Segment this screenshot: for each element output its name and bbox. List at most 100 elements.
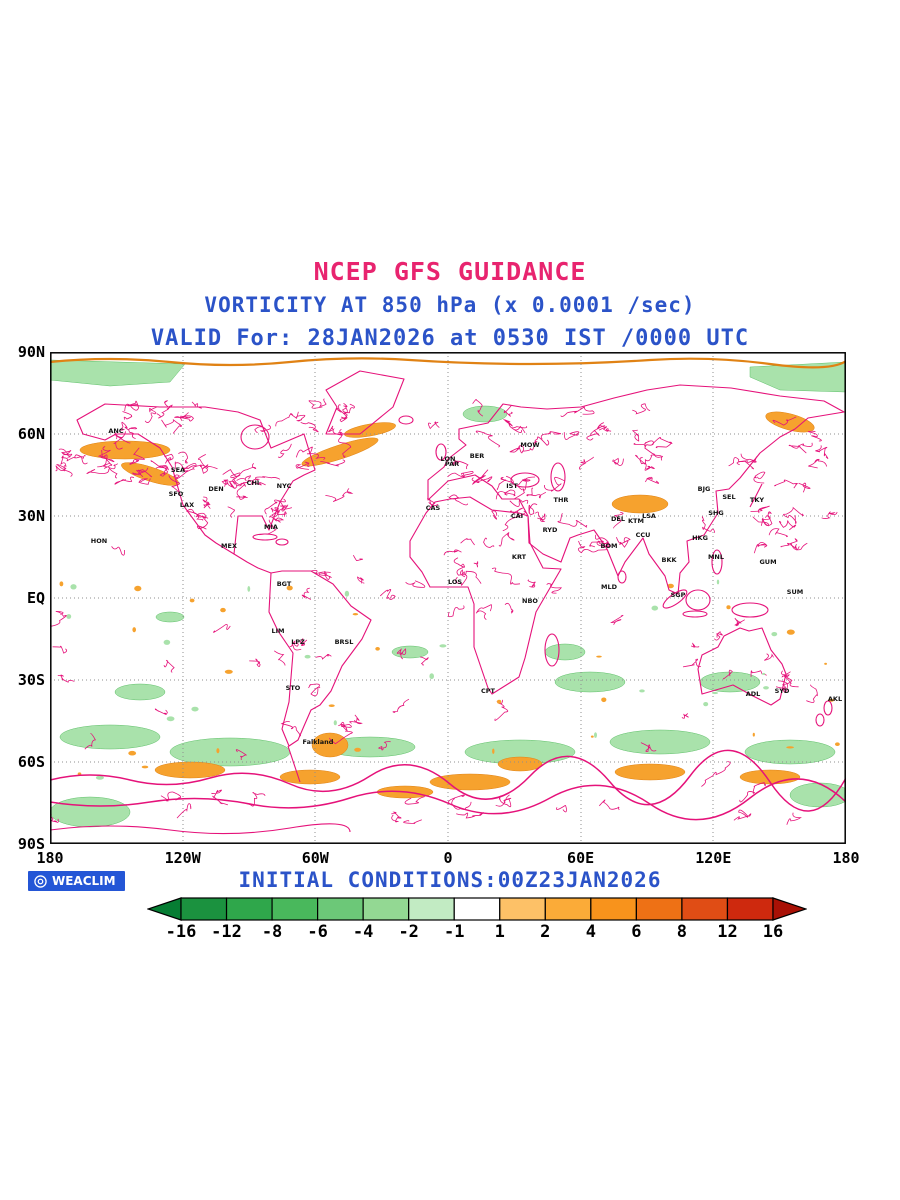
contour-squiggle: [129, 447, 145, 465]
contour-squiggle: [640, 742, 657, 752]
contour-squiggle: [301, 587, 311, 600]
contour-squiggle: [543, 476, 565, 492]
contour-squiggle: [546, 583, 562, 594]
contour-squiggle: [473, 561, 479, 568]
contour-squiggle: [270, 504, 289, 513]
graticule-gridlines: [50, 352, 846, 844]
vorticity-speck: [141, 765, 149, 769]
x-axis-tick-label: 180: [832, 849, 860, 867]
vorticity-speck: [66, 614, 72, 619]
contour-squiggle: [739, 781, 766, 803]
contour-squiggle: [57, 674, 75, 683]
contour-squiggle: [509, 445, 524, 453]
contour-squiggle: [780, 542, 800, 551]
contour-squiggle: [176, 803, 192, 819]
contour-squiggle: [788, 442, 813, 454]
contour-squiggle: [475, 430, 501, 448]
contour-squiggle: [269, 515, 285, 523]
vorticity-speck: [594, 732, 597, 738]
contour-squiggle: [728, 457, 754, 470]
colorbar-value-label: -12: [211, 922, 242, 942]
contour-squiggle: [579, 456, 594, 471]
contour-squiggle: [300, 422, 319, 433]
contour-squiggle: [178, 451, 189, 464]
colorbar-segment: [590, 897, 637, 921]
contour-squiggle: [227, 506, 235, 518]
vorticity-speck: [304, 654, 311, 659]
colorbar-value-label: 1: [494, 922, 505, 942]
contour-squiggle: [496, 475, 514, 490]
contour-squiggle: [296, 411, 306, 422]
contour-squiggle: [586, 429, 600, 441]
contour-squiggle: [448, 794, 465, 804]
y-axis-tick-label: 60N: [17, 425, 45, 443]
contour-squiggle: [405, 580, 426, 588]
contour-squiggle: [227, 480, 238, 489]
vorticity-speck: [639, 689, 645, 693]
y-axis-tick-label: 90S: [17, 835, 45, 853]
map-frame: [50, 352, 846, 844]
contour-squiggle: [750, 505, 770, 514]
contour-squiggle: [483, 537, 495, 548]
colorbar-segment: [681, 897, 729, 921]
contour-squiggle: [722, 669, 733, 680]
contour-squiggle: [509, 499, 529, 507]
contour-squiggle: [60, 455, 76, 472]
contour-squiggle: [632, 403, 651, 415]
x-axis-tick-label: 120E: [695, 849, 732, 867]
contour-squiggle: [514, 476, 536, 500]
contour-squiggle: [379, 589, 396, 600]
colorbar-segment: [772, 897, 808, 921]
vorticity-speck: [726, 605, 731, 610]
colorbar-value-label: -1: [443, 922, 465, 942]
contour-squiggle: [213, 624, 231, 633]
contour-squiggle: [103, 458, 113, 469]
contour-squiggle: [734, 617, 745, 627]
contour-squiggle: [616, 537, 631, 548]
contour-squiggle: [556, 805, 567, 813]
contour-squiggle: [138, 478, 151, 485]
contour-squiggle: [563, 431, 580, 440]
vorticity-colorbar: -16 -12 -8 -6 -4 -2 -1 1 2 4 6 8 12 16: [146, 897, 808, 961]
y-axis-tick-label: 90N: [17, 343, 45, 361]
contour-squiggle: [443, 549, 462, 556]
contour-squiggle: [164, 400, 172, 408]
contour-squiggle: [122, 411, 133, 420]
contour-squiggle: [598, 426, 612, 432]
vorticity-speck: [503, 761, 508, 764]
vorticity-speck: [703, 702, 709, 707]
contour-squiggle: [329, 730, 353, 745]
contour-squiggle: [107, 463, 118, 479]
vorticity-speck: [191, 706, 199, 712]
contour-squiggle: [97, 446, 111, 468]
contour-squiggle: [202, 496, 211, 509]
vorticity-speck: [189, 598, 195, 603]
contour-squiggle: [613, 511, 624, 529]
contour-squiggle: [235, 749, 247, 761]
colorbar-value-label: 12: [717, 922, 738, 942]
contour-squiggle: [349, 714, 363, 725]
contour-squiggle: [503, 419, 528, 429]
contour-squiggle: [357, 576, 365, 584]
vorticity-speck: [716, 579, 720, 585]
chart-title: NCEP GFS GUIDANCE: [313, 257, 587, 286]
contour-squiggle: [701, 761, 731, 787]
contour-squiggle: [295, 461, 310, 470]
contour-squiggle: [772, 416, 797, 426]
weaclim-logo-icon: [34, 874, 47, 888]
contour-squiggle: [764, 653, 774, 661]
contour-squiggle: [815, 445, 829, 459]
contour-squiggle: [491, 567, 521, 585]
contour-squiggle: [50, 813, 59, 823]
vorticity-speck: [70, 584, 77, 590]
vorticity-speck: [835, 742, 840, 746]
contour-squiggle: [308, 683, 321, 697]
contour-squiggle: [635, 454, 662, 465]
contour-squiggle: [768, 528, 788, 538]
contour-squiggle: [774, 479, 798, 489]
contour-squiggle: [86, 468, 110, 475]
contour-squiggle: [428, 421, 440, 430]
contour-squiggle: [518, 441, 536, 454]
contour-squiggle: [639, 457, 655, 471]
contour-squiggle: [318, 571, 331, 576]
